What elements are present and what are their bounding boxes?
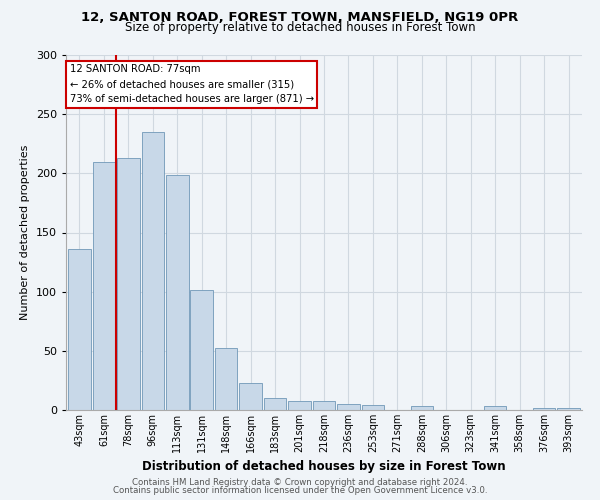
Bar bbox=[337, 404, 360, 410]
Text: 12, SANTON ROAD, FOREST TOWN, MANSFIELD, NG19 0PR: 12, SANTON ROAD, FOREST TOWN, MANSFIELD,… bbox=[82, 11, 518, 24]
Bar bbox=[117, 158, 140, 410]
X-axis label: Distribution of detached houses by size in Forest Town: Distribution of detached houses by size … bbox=[142, 460, 506, 473]
Bar bbox=[92, 162, 115, 410]
Bar bbox=[68, 249, 91, 410]
Text: Contains HM Land Registry data © Crown copyright and database right 2024.: Contains HM Land Registry data © Crown c… bbox=[132, 478, 468, 487]
Bar bbox=[313, 400, 335, 410]
Bar bbox=[215, 348, 238, 410]
Bar bbox=[239, 383, 262, 410]
Text: Contains public sector information licensed under the Open Government Licence v3: Contains public sector information licen… bbox=[113, 486, 487, 495]
Text: 12 SANTON ROAD: 77sqm
← 26% of detached houses are smaller (315)
73% of semi-det: 12 SANTON ROAD: 77sqm ← 26% of detached … bbox=[70, 64, 314, 104]
Bar bbox=[410, 406, 433, 410]
Bar bbox=[264, 398, 286, 410]
Bar bbox=[362, 406, 384, 410]
Bar bbox=[288, 400, 311, 410]
Y-axis label: Number of detached properties: Number of detached properties bbox=[20, 145, 30, 320]
Bar bbox=[533, 408, 556, 410]
Bar bbox=[166, 174, 188, 410]
Bar bbox=[190, 290, 213, 410]
Bar bbox=[142, 132, 164, 410]
Bar bbox=[557, 408, 580, 410]
Text: Size of property relative to detached houses in Forest Town: Size of property relative to detached ho… bbox=[125, 21, 475, 34]
Bar bbox=[484, 406, 506, 410]
